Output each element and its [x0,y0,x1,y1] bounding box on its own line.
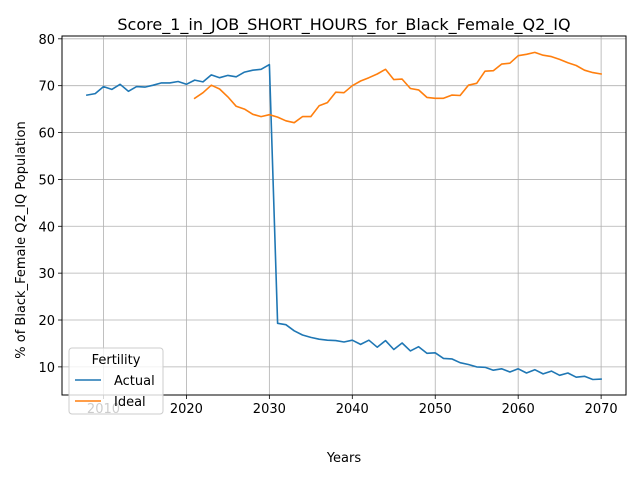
y-tick-label: 50 [38,173,55,188]
legend-title: Fertility [92,353,141,368]
x-tick-label: 2050 [419,402,452,417]
series-line-actual [85,63,602,381]
x-tick-label: 2020 [170,402,203,417]
x-tick-label: 2060 [502,402,535,417]
y-tick-label: 30 [38,267,55,282]
series-line-ideal [193,51,603,124]
legend: Fertility Actual Ideal [68,347,164,415]
plot-frame [61,35,627,396]
x-tick-label: 2030 [253,402,286,417]
x-tick-label: 2040 [336,402,369,417]
legend-label-actual: Actual [114,374,155,389]
y-tick-label: 40 [38,220,55,235]
x-tick-label: 2070 [585,402,618,417]
y-tick-label: 10 [38,361,55,376]
y-tick-label: 80 [38,33,55,48]
legend-items: Actual Ideal [75,374,155,410]
y-tick-label: 20 [38,314,55,329]
y-tick-label: 70 [38,80,55,95]
series-lines [85,51,603,381]
y-axis-label: % of Black_Female Q2_IQ Population [14,121,29,358]
legend-label-ideal: Ideal [114,395,146,410]
legend-box [68,347,164,415]
y-tick-label: 60 [38,127,55,142]
chart-title: Score_1_in_JOB_SHORT_HOURS_for_Black_Fem… [117,15,570,35]
x-axis-label: Years [326,451,362,466]
